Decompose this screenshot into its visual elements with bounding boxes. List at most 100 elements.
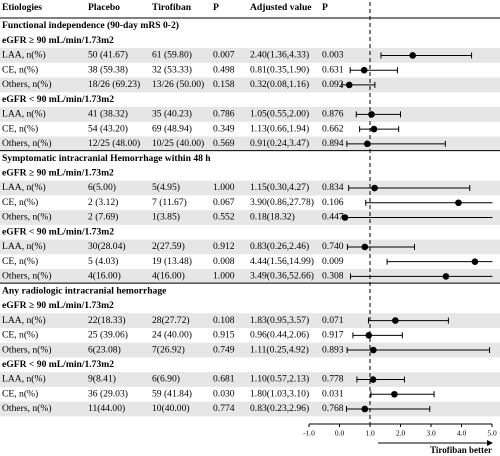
x-axis-label: Tirofiban better [430, 445, 492, 455]
cell: 2 (7.69) [88, 212, 118, 223]
section-title: Symptomatic intracranial Hemorrhage with… [2, 153, 211, 164]
cell: 0.662 [322, 123, 344, 134]
cell: 4(16.00) [152, 271, 185, 282]
cell: Others, n(%) [2, 212, 52, 223]
cell: 0.912 [213, 241, 235, 252]
cell: 0.740 [322, 241, 344, 252]
cell: 1(3.85) [152, 212, 180, 223]
cell: 6(23.08) [88, 344, 121, 355]
cell: 0.681 [213, 374, 235, 385]
cell: 0.83(0.23,2.96) [250, 403, 309, 414]
x-tick-label: 3.0 [426, 429, 436, 438]
cell: 12/25 (48.00) [88, 138, 140, 149]
cell: 59 (41.84) [152, 388, 192, 399]
row-shade [0, 342, 500, 358]
cell: 0.83(0.26,2.46) [250, 241, 309, 252]
cell: 22(18.33) [88, 315, 126, 326]
group-title: eGFR < 90 mL/min/1.73m2 [2, 94, 114, 105]
row-shade [0, 401, 500, 417]
cell: 0.774 [213, 403, 235, 414]
cell: 61 (59.80) [152, 50, 192, 61]
cell: 35 (40.23) [152, 109, 192, 120]
point-estimate [365, 332, 373, 339]
cell: 0.786 [213, 109, 235, 120]
cell: 1.80(1.03,3.10) [250, 388, 309, 399]
cell: LAA, n(%) [2, 109, 46, 120]
cell: 11(44.00) [88, 403, 125, 414]
point-estimate [370, 346, 377, 354]
point-estimate [392, 317, 399, 324]
cell: 9(8.41) [88, 374, 116, 385]
cell: 7(26.92) [152, 344, 185, 355]
cell: 0.552 [213, 212, 235, 223]
cell: 0.447 [322, 212, 344, 223]
cell: 0.894 [322, 138, 344, 149]
cell: Others, n(%) [2, 271, 52, 282]
point-estimate [363, 140, 371, 148]
cell: 1.11(0.25,4.92) [250, 344, 309, 355]
cell: LAA, n(%) [2, 315, 46, 326]
x-tick-label: 5.0 [487, 429, 497, 438]
cell: 0.893 [322, 344, 344, 355]
x-axis: -1.0 0.0 1.0 2.0 3.0 4.0 5.0 Tirofiban better [303, 2, 497, 455]
cell: 6(6.90) [152, 374, 180, 385]
plot-area [341, 52, 493, 413]
point-estimate [360, 66, 368, 74]
cell: LAA, n(%) [2, 374, 46, 385]
cell: 50 (41.67) [88, 50, 128, 61]
cell: 0.308 [322, 271, 344, 282]
cell: 0.498 [213, 64, 235, 75]
point-estimate [361, 405, 369, 413]
cell: 69 (48.94) [152, 123, 192, 134]
section-title: Any radiologic intracranial hemorrhage [2, 285, 167, 296]
row-backgrounds [0, 48, 500, 417]
cell: Others, n(%) [2, 403, 52, 414]
x-tick-label: 4.0 [457, 429, 467, 438]
column-header: Etiologies [2, 2, 42, 13]
cell: CE, n(%) [2, 256, 38, 267]
cell: 18/26 (69.23) [88, 79, 140, 90]
cell: 2.40(1.36,4.33) [250, 50, 309, 61]
point-estimate [361, 243, 369, 251]
cell: 3.49(0.36,52.66) [250, 271, 314, 282]
row-shade [0, 239, 500, 255]
cell: 0.749 [213, 344, 235, 355]
cell: 1.83(0.95,3.57) [250, 315, 309, 326]
cell: Others, n(%) [2, 138, 52, 149]
point-estimate [371, 184, 378, 192]
cell: CE, n(%) [2, 330, 38, 341]
row-shade [0, 269, 500, 284]
point-estimate [455, 199, 462, 207]
cell: LAA, n(%) [2, 50, 46, 61]
cell: 32 (53.33) [152, 64, 192, 75]
cell: LAA, n(%) [2, 182, 46, 193]
cell: 38 (59.38) [88, 64, 128, 75]
point-estimate [345, 81, 353, 89]
cell: 1.10(0.57,2.13) [250, 374, 309, 385]
cell: 0.067 [213, 197, 235, 208]
cell: 2 (3.12) [88, 197, 118, 208]
cell: 10(40.00) [152, 403, 190, 414]
group-title: eGFR < 90 mL/min/1.73m2 [2, 226, 114, 237]
row-shade [0, 372, 500, 387]
cell: 0.32(0.08,1.16) [250, 79, 309, 90]
cell: 5 (4.03) [88, 256, 118, 267]
point-estimate [341, 214, 349, 221]
row-shade [0, 107, 500, 122]
column-header: Tirofiban [152, 2, 192, 13]
cell: 1.05(0.55,2.00) [250, 109, 309, 120]
row-shade [0, 210, 500, 225]
cell: LAA, n(%) [2, 241, 46, 252]
cell: 19 (13.48) [152, 256, 192, 267]
row-shade [0, 136, 500, 152]
cell: 0.569 [213, 138, 235, 149]
cell: 0.834 [322, 182, 344, 193]
cell: 1.13(0.66,1.94) [250, 123, 309, 134]
cell: 0.631 [322, 64, 344, 75]
cell: 0.18(18.32) [250, 212, 295, 223]
x-tick-label: 2.0 [396, 429, 406, 438]
row-shade [0, 313, 500, 328]
cell: 0.108 [213, 315, 235, 326]
cell: 0.876 [322, 109, 344, 120]
